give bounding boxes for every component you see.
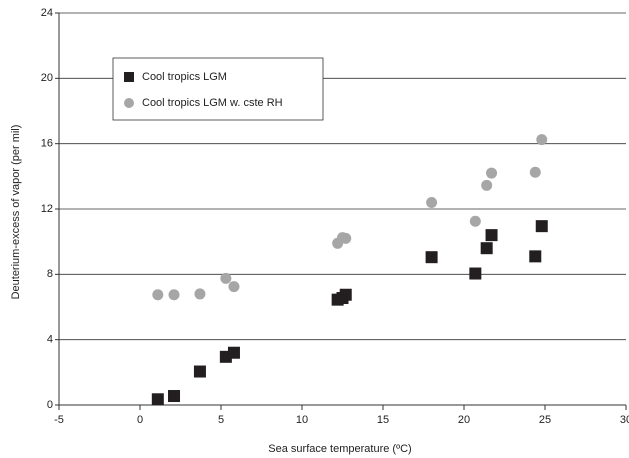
y-axis-label: Deuterium-excess of vapor (per mil) xyxy=(10,125,22,300)
point xyxy=(227,346,240,359)
x-tick-label: 30 xyxy=(620,414,629,426)
point xyxy=(168,390,181,403)
point xyxy=(485,229,498,242)
x-tick-label: 15 xyxy=(377,414,389,426)
x-axis-label: Sea surface temperature (ºC) xyxy=(268,443,411,455)
legend-label: Cool tropics LGM xyxy=(142,71,227,83)
point xyxy=(480,242,493,255)
y-tick-label: 8 xyxy=(47,268,53,280)
point xyxy=(529,166,541,178)
x-tick-label: 10 xyxy=(296,414,308,426)
point xyxy=(426,196,438,208)
point xyxy=(535,220,548,233)
point xyxy=(339,288,352,301)
y-tick-label: 20 xyxy=(41,72,53,84)
legend-marker xyxy=(124,72,134,82)
y-tick-label: 16 xyxy=(41,138,53,150)
x-tick-label: 5 xyxy=(218,414,224,426)
point xyxy=(152,289,164,301)
legend-label: Cool tropics LGM w. cste RH xyxy=(142,97,283,109)
point xyxy=(425,251,438,264)
y-tick-label: 12 xyxy=(41,203,53,215)
point xyxy=(168,289,180,301)
legend-marker xyxy=(124,98,134,108)
x-tick-label: 0 xyxy=(137,414,143,426)
x-tick-label: 20 xyxy=(458,414,470,426)
point xyxy=(340,232,352,244)
y-tick-label: 0 xyxy=(47,399,53,411)
point xyxy=(220,272,232,284)
point xyxy=(151,393,164,406)
point xyxy=(469,215,481,227)
point xyxy=(529,250,542,263)
point xyxy=(481,179,493,191)
point xyxy=(469,267,482,280)
legend-box xyxy=(112,57,324,121)
y-tick-label: 24 xyxy=(41,7,53,19)
x-tick-label: -5 xyxy=(54,414,64,426)
point xyxy=(228,281,240,293)
point xyxy=(193,365,206,378)
x-tick-label: 25 xyxy=(539,414,551,426)
point xyxy=(536,134,548,146)
point xyxy=(194,288,206,300)
y-tick-label: 4 xyxy=(47,334,53,346)
point xyxy=(486,167,498,179)
